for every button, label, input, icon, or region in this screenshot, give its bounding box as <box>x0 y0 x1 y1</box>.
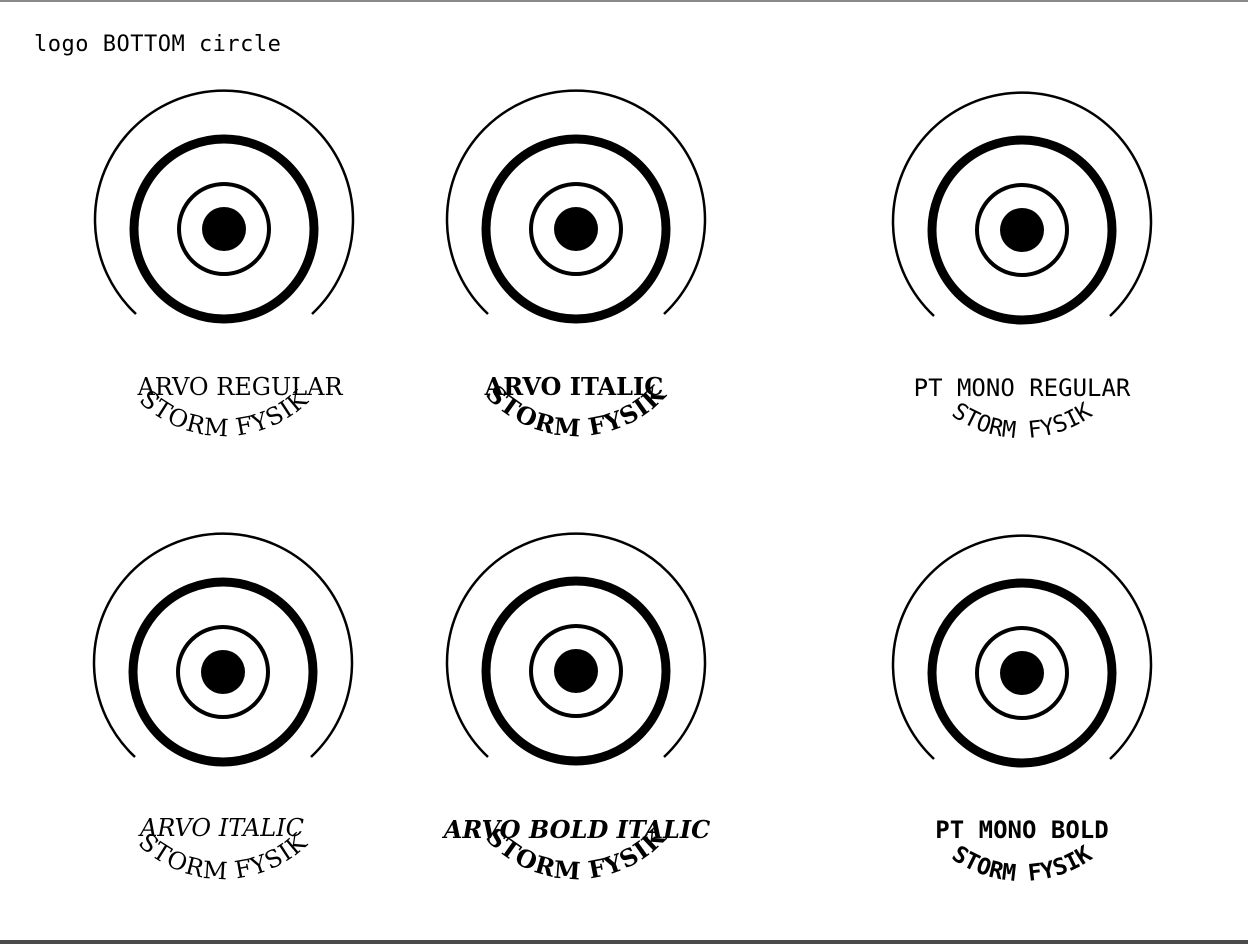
outer-ring-arc <box>891 91 1153 317</box>
thick-ring <box>927 135 1117 325</box>
inner-ring <box>177 182 271 276</box>
inner-ring <box>529 182 623 276</box>
center-dot <box>201 650 245 694</box>
logo-caption: PT MONO BOLD <box>935 816 1109 844</box>
center-dot <box>554 649 598 693</box>
inner-ring <box>529 624 623 718</box>
ring-text: STORM FYSIK <box>947 841 1097 887</box>
outer-ring-arc <box>445 89 707 315</box>
outer-ring-arc <box>92 532 354 758</box>
center-dot <box>1000 651 1044 695</box>
outer-ring-arc <box>445 532 707 758</box>
logo-caption: ARVO ITALIC <box>139 814 305 842</box>
inner-ring <box>975 183 1069 277</box>
center-dot <box>1000 208 1044 252</box>
thick-ring <box>481 134 671 324</box>
logo-caption: ARVO REGULAR <box>137 373 343 401</box>
center-dot <box>554 207 598 251</box>
logo-caption: PT MONO REGULAR <box>913 374 1131 402</box>
thick-ring <box>481 576 671 766</box>
inner-ring <box>975 626 1069 720</box>
thick-ring <box>128 577 318 767</box>
page-title: logo BOTTOM circle <box>34 32 282 57</box>
outer-ring-arc <box>93 89 355 315</box>
thick-ring <box>927 578 1117 768</box>
thick-ring <box>129 134 319 324</box>
center-dot <box>202 207 246 251</box>
logo-caption: ARVO BOLD ITALIC <box>443 815 711 844</box>
outer-ring-arc <box>891 534 1153 760</box>
ring-text: STORM FYSIK <box>947 398 1097 444</box>
inner-ring <box>176 625 270 719</box>
logo-caption: ARVO ITALIC <box>484 372 664 401</box>
logo-pt-mono-bold: STORM FYSIK <box>891 534 1153 887</box>
